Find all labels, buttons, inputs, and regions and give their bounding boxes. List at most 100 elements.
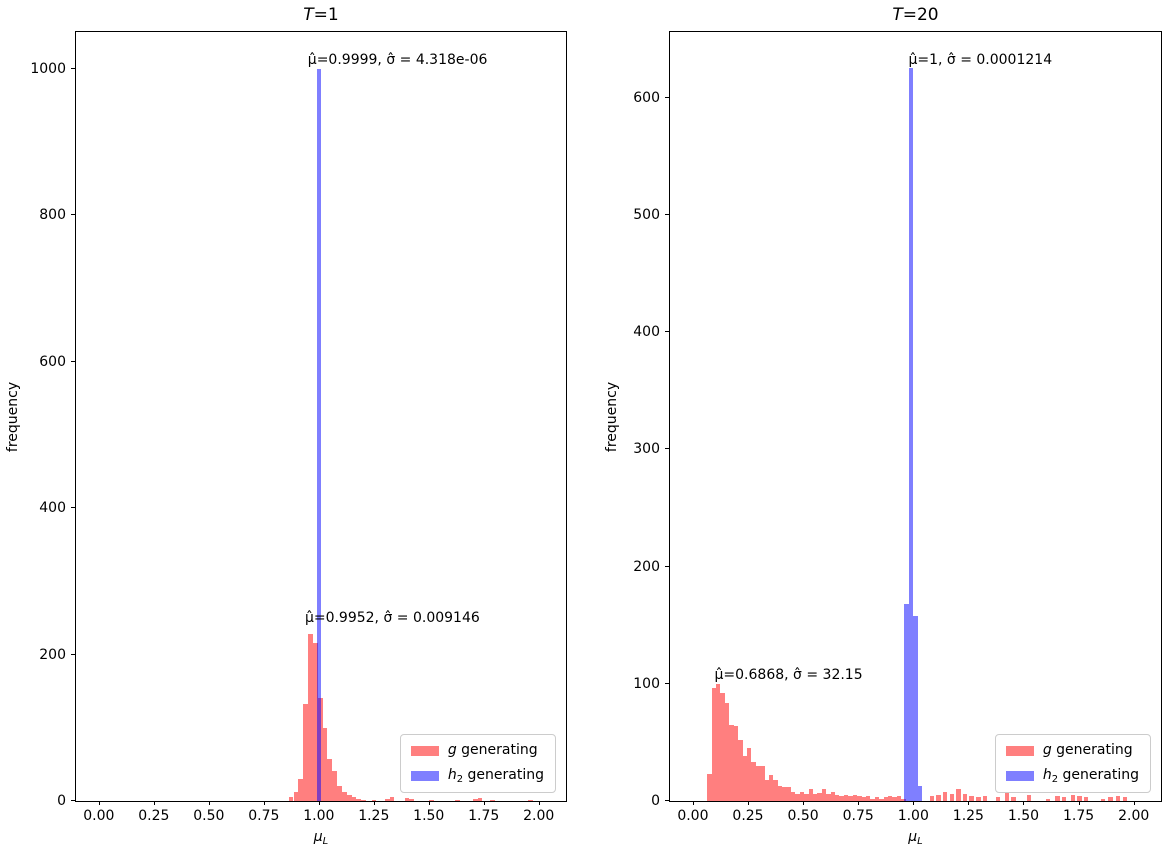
- x-tick-label: 0.75: [248, 808, 280, 824]
- legend-label-variable: h: [1042, 767, 1052, 783]
- histogram-bar: [956, 789, 961, 801]
- legend-swatch-blue: [410, 771, 439, 781]
- histogram-bar: [782, 786, 787, 801]
- subplot-t20-plot-area: T=20 frequency μL g generating h2 genera…: [604, 6, 1162, 847]
- subplot-t1-plot-area: T=1 frequency μL g generating h2 generat…: [5, 6, 567, 847]
- histogram-bar: [371, 799, 377, 801]
- histogram-bar: [361, 799, 367, 801]
- x-tick-mark: [98, 801, 100, 805]
- legend-item-h2-generating: h2 generating: [410, 767, 544, 785]
- y-tick-mark: [665, 331, 670, 333]
- histogram-bar: [795, 793, 800, 801]
- histogram-bar: [861, 797, 866, 801]
- y-tick-label: 200: [633, 558, 660, 575]
- histogram-bar: [455, 799, 460, 801]
- histogram-bar: [724, 702, 730, 801]
- y-tick-label: 300: [633, 441, 660, 458]
- histogram-bar: [527, 799, 533, 801]
- histogram-bar: [929, 796, 935, 801]
- x-tick-label: 0.25: [138, 808, 170, 824]
- histogram-bar: [298, 779, 304, 801]
- histogram-bar: [720, 693, 725, 801]
- histogram-bar: [751, 762, 756, 801]
- histogram-bar: [707, 774, 712, 801]
- y-tick-mark: [665, 682, 670, 684]
- x-tick-label: 1.75: [468, 808, 500, 824]
- histogram-bar: [976, 797, 981, 801]
- x-axis-label: μL: [76, 829, 566, 847]
- legend-label-rest: generating: [456, 742, 538, 758]
- x-tick-mark: [263, 801, 265, 805]
- histogram-bar: [738, 740, 743, 801]
- x-tick-label: 2.00: [1118, 808, 1150, 824]
- histogram-bar: [733, 725, 739, 801]
- x-tick-label: 0.25: [732, 808, 764, 824]
- legend-label-variable: g: [447, 742, 457, 758]
- legend-item-g-generating: g generating: [1005, 742, 1139, 760]
- histogram-bar: [327, 759, 333, 801]
- histogram-bar: [1055, 796, 1060, 801]
- legend-item-h2-generating: h2 generating: [1005, 767, 1139, 785]
- y-tick-label: 400: [633, 324, 660, 341]
- legend-label-rest: generating: [1058, 767, 1139, 783]
- y-tick-mark: [665, 448, 670, 450]
- histogram-bar: [716, 683, 721, 801]
- x-tick-mark: [538, 801, 540, 805]
- x-tick-label: 1.00: [303, 808, 335, 824]
- legend-label-rest: generating: [1051, 742, 1133, 758]
- title-rest: =1: [313, 5, 339, 25]
- histogram-bar: [790, 791, 796, 801]
- histogram-bar: [943, 791, 948, 801]
- legend-label-subscript: 2: [456, 774, 464, 785]
- histogram-bar: [1100, 798, 1106, 801]
- histogram-bar: [808, 789, 814, 801]
- y-tick-mark: [665, 213, 670, 215]
- legend-label: g generating: [448, 742, 538, 760]
- x-tick-mark: [1133, 801, 1135, 805]
- legend-label: h2 generating: [1043, 767, 1139, 785]
- histogram-bar: [843, 795, 849, 801]
- histogram-bar: [389, 797, 395, 801]
- histogram-bar: [917, 785, 923, 801]
- legend: g generating h2 generating: [994, 734, 1151, 793]
- histogram-bar: [887, 796, 893, 801]
- stats-annotation: μ̂=0.6868, σ̂ = 32.15: [714, 667, 863, 684]
- x-axis-label-subscript: L: [322, 836, 329, 847]
- x-tick-label: 1.50: [1007, 808, 1040, 824]
- histogram-bar: [936, 795, 941, 801]
- x-tick-mark: [913, 801, 915, 805]
- y-tick-mark: [71, 214, 76, 216]
- x-tick-label: 1.50: [413, 808, 445, 824]
- x-axis-label-subscript: L: [917, 836, 923, 847]
- subplot-t1-title: T=1: [76, 6, 566, 25]
- x-tick-mark: [1078, 801, 1080, 805]
- legend-swatch-red: [1005, 746, 1034, 756]
- histogram-bar: [879, 798, 884, 801]
- histogram-bar: [901, 798, 906, 801]
- histogram-bar: [908, 68, 914, 801]
- y-tick-label: 0: [651, 793, 660, 809]
- legend: g generating h2 generating: [399, 734, 556, 793]
- histogram-bar: [817, 792, 822, 801]
- y-tick-mark: [71, 67, 76, 69]
- histogram-bar: [773, 779, 778, 801]
- x-tick-label: 0.50: [787, 808, 819, 824]
- histogram-bar: [804, 793, 809, 801]
- y-tick-mark: [665, 565, 670, 567]
- stats-annotation: μ̂=0.9952, σ̂ = 0.009146: [304, 610, 480, 627]
- histogram-bar: [1084, 797, 1089, 801]
- x-tick-label: 0.50: [193, 808, 225, 824]
- histogram-bar: [1062, 797, 1067, 801]
- histogram-bar: [356, 798, 362, 801]
- histogram-bar: [346, 795, 352, 801]
- y-tick-label: 100: [633, 675, 660, 692]
- y-tick-label: 400: [39, 500, 66, 517]
- stats-annotation: μ̂=0.9999, σ̂ = 4.318e-06: [307, 52, 488, 69]
- subplot-t20-title: T=20: [670, 6, 1161, 25]
- histogram-bar: [852, 795, 858, 801]
- y-tick-label: 200: [39, 646, 66, 663]
- histogram-bar: [995, 797, 1001, 801]
- y-tick-label: 600: [633, 89, 660, 106]
- histogram-bar: [839, 796, 844, 801]
- histogram-bar: [904, 604, 909, 801]
